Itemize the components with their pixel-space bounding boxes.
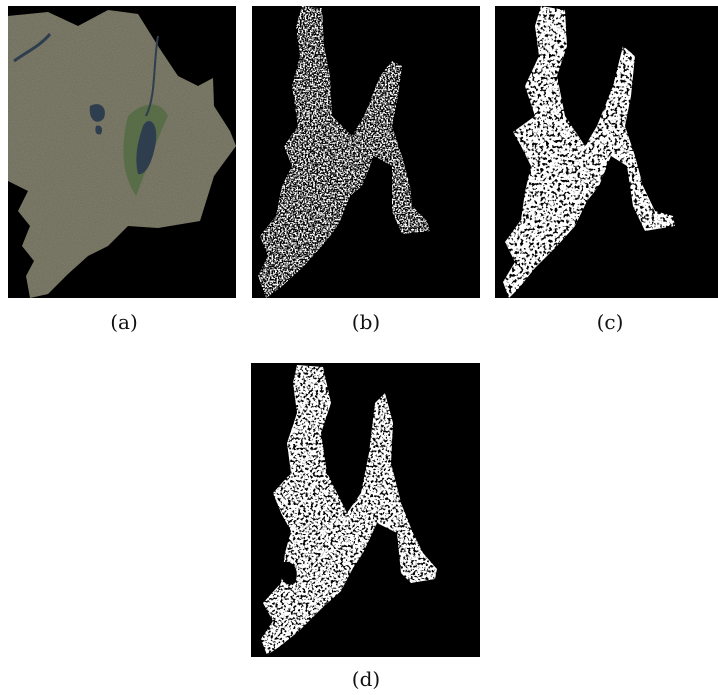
binary-mask-b: [258, 6, 430, 298]
satellite-image: [8, 10, 236, 298]
mask-region: [258, 6, 430, 298]
mask-panel-c: [495, 6, 718, 298]
mask-region: [261, 365, 437, 655]
caption-b: (b): [351, 310, 381, 334]
reservoir: [136, 121, 157, 175]
creek: [145, 35, 159, 117]
caption-d: (d): [351, 667, 381, 691]
land-texture: [8, 10, 236, 298]
caption-c: (c): [596, 310, 624, 334]
river: [13, 33, 52, 63]
mask-panel-b: [252, 6, 480, 298]
binary-mask-c: [503, 6, 675, 298]
mask-hole: [280, 561, 297, 585]
pond: [95, 125, 103, 135]
lake: [89, 104, 105, 122]
binary-mask-d: [261, 365, 437, 655]
mask-panel-d: [251, 363, 480, 657]
satellite-image-panel: [8, 6, 236, 298]
mask-region: [503, 6, 675, 298]
caption-a: (a): [110, 310, 138, 334]
